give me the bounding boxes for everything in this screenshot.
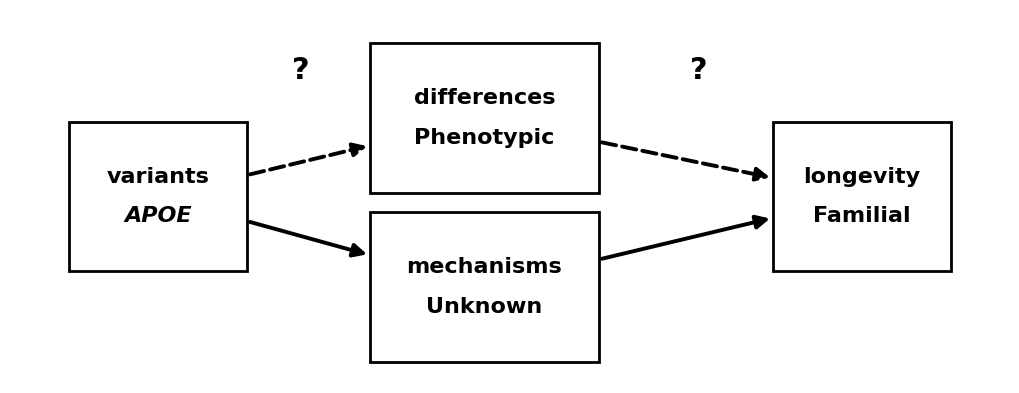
Text: Unknown: Unknown	[426, 297, 542, 316]
Text: mechanisms: mechanisms	[407, 257, 561, 277]
Text: Phenotypic: Phenotypic	[414, 128, 554, 147]
Text: variants: variants	[107, 167, 209, 187]
FancyBboxPatch shape	[772, 122, 950, 271]
FancyBboxPatch shape	[370, 212, 599, 362]
Text: Familial: Familial	[812, 206, 910, 226]
Text: ?: ?	[689, 56, 707, 85]
Text: APOE: APOE	[124, 206, 192, 226]
Text: differences: differences	[414, 88, 554, 108]
FancyBboxPatch shape	[69, 122, 248, 271]
FancyBboxPatch shape	[370, 43, 599, 193]
Text: ?: ?	[291, 56, 310, 85]
Text: longevity: longevity	[803, 167, 919, 187]
